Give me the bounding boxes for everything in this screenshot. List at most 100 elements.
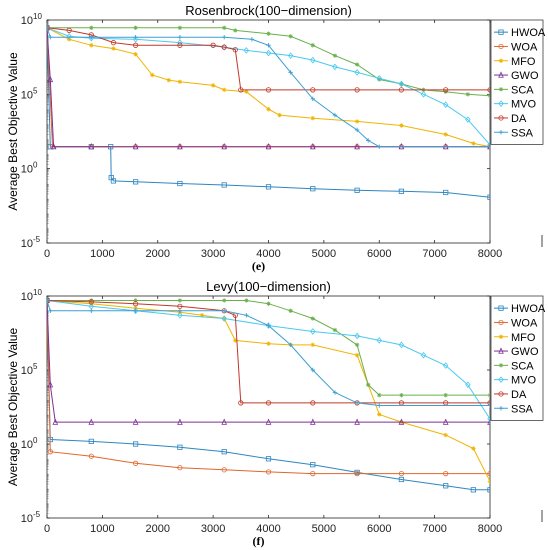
- x-tick-label: 4000: [256, 248, 280, 260]
- data-point: [47, 25, 50, 30]
- data-point: [111, 46, 116, 51]
- data-point: [354, 470, 360, 477]
- data-point: [420, 351, 427, 359]
- legend-label: MFO: [511, 56, 536, 68]
- data-point: [47, 381, 54, 388]
- data-point: [222, 308, 227, 313]
- data-point: [47, 24, 50, 32]
- series-line-mvo: [47, 300, 490, 420]
- data-point: [265, 469, 272, 475]
- data-point: [398, 188, 405, 194]
- data-point: [265, 418, 272, 425]
- data-point: [249, 37, 255, 42]
- x-tick-label: 8000: [478, 523, 502, 535]
- data-point: [244, 313, 249, 318]
- data-point: [177, 311, 183, 319]
- data-point: [52, 418, 59, 425]
- data-point: [88, 453, 94, 459]
- data-point: [133, 308, 138, 313]
- data-point: [376, 74, 382, 82]
- data-point: [266, 31, 271, 36]
- data-point: [310, 462, 316, 468]
- data-point: [487, 415, 490, 423]
- data-point: [89, 308, 94, 313]
- data-point: [210, 42, 216, 48]
- data-point: [233, 338, 238, 343]
- data-point: [487, 403, 490, 408]
- y-axis-label: Average Best Objective Value: [6, 328, 20, 487]
- chart-title: Rosenbrock(100−dimension): [185, 3, 352, 18]
- data-point: [132, 179, 139, 185]
- data-point: [443, 392, 448, 398]
- data-point: [221, 418, 228, 425]
- data-point: [354, 187, 360, 193]
- data-point: [398, 341, 405, 349]
- data-point: [266, 301, 271, 306]
- data-point: [310, 96, 315, 102]
- data-point: [332, 390, 338, 395]
- data-point: [221, 182, 227, 188]
- data-point: [89, 34, 94, 40]
- legend-label: SSA: [511, 403, 534, 415]
- data-point: [442, 418, 449, 425]
- data-point: [465, 92, 471, 97]
- data-point: [47, 298, 50, 303]
- data-point: [221, 143, 228, 150]
- x-tick-label: 6000: [367, 248, 391, 260]
- series-group: [47, 24, 490, 200]
- legend: HWOA WOA MFO GWO SCA MVO DA SSA: [490, 295, 546, 421]
- legend-label: HWOA: [511, 27, 546, 39]
- data-point: [498, 130, 504, 135]
- data-point: [465, 116, 471, 123]
- data-point: [332, 53, 338, 58]
- data-point: [288, 70, 293, 75]
- legend-label: MFO: [511, 332, 536, 344]
- data-point: [132, 307, 139, 315]
- data-point: [498, 406, 504, 411]
- data-point: [498, 43, 504, 50]
- data-point: [88, 299, 94, 305]
- data-point: [110, 178, 117, 184]
- data-point: [471, 141, 476, 146]
- data-point: [265, 87, 272, 93]
- data-point: [266, 341, 271, 346]
- data-point: [365, 382, 371, 387]
- x-tick-label: 7000: [422, 248, 446, 260]
- data-point: [221, 449, 227, 455]
- y-tick-label: 10: [21, 89, 33, 101]
- x-tick-label: 1000: [90, 248, 114, 260]
- legend-label: WOA: [511, 317, 538, 329]
- y-tick-label: 10: [21, 238, 33, 250]
- data-point: [487, 479, 490, 484]
- legend-label: GWO: [511, 346, 539, 358]
- series-line-mvo: [47, 27, 490, 146]
- series-line-ssa: [47, 300, 490, 406]
- data-point: [133, 25, 138, 30]
- data-point: [443, 432, 448, 438]
- legend-label: WOA: [511, 41, 538, 53]
- data-point: [232, 47, 238, 53]
- data-point: [310, 186, 316, 192]
- data-point: [221, 315, 227, 322]
- subfigure-label: (e): [252, 259, 265, 273]
- data-point: [177, 143, 183, 150]
- data-point: [354, 342, 360, 348]
- data-point: [498, 115, 504, 121]
- data-point: [177, 25, 183, 30]
- data-point: [487, 418, 490, 425]
- data-point: [309, 418, 316, 425]
- legend: HWOA WOA MFO GWO SCA MVO DA SSA: [490, 19, 546, 145]
- y-tick-label: 10: [21, 513, 33, 525]
- data-point: [399, 392, 404, 398]
- data-point: [465, 381, 471, 389]
- data-point: [177, 79, 183, 84]
- plot-area: [46, 295, 491, 519]
- y-tick-exponent: -5: [33, 235, 41, 244]
- data-point: [377, 144, 382, 149]
- data-point: [310, 56, 316, 64]
- chart-panel-2: Levy(100−dimension) Average Best Objectiv…: [6, 279, 546, 548]
- data-point: [398, 476, 405, 483]
- legend-label: HWOA: [511, 303, 546, 315]
- data-point: [310, 470, 316, 477]
